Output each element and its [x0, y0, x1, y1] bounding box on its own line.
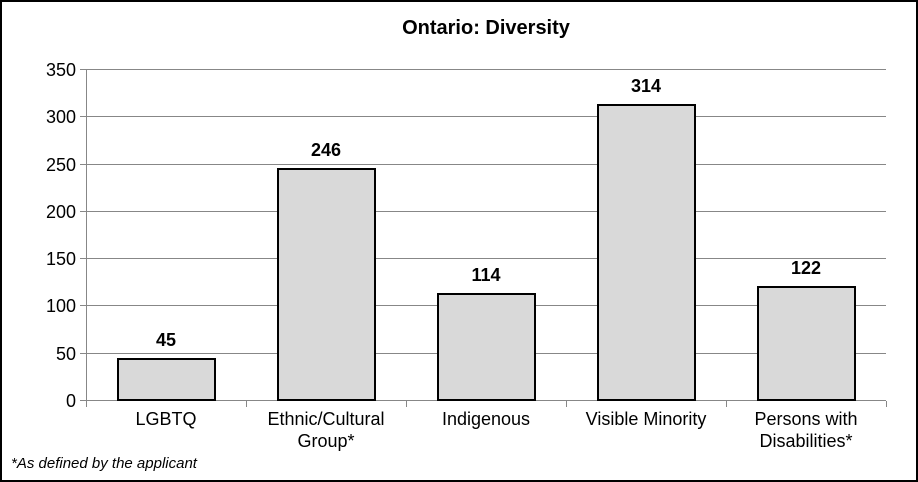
y-axis-tick: [80, 116, 86, 118]
x-axis-tick: [886, 401, 887, 407]
bar-value-label: 114: [471, 265, 501, 286]
x-axis-tick: [86, 401, 87, 407]
bar-value-label: 246: [310, 140, 342, 161]
bar: [116, 358, 216, 401]
bar: [276, 168, 376, 401]
bar-value-label: 314: [630, 76, 662, 97]
y-tick-label: 200: [45, 201, 76, 222]
gridline: [86, 163, 886, 165]
x-axis-tick: [246, 401, 247, 407]
y-tick-label: 0: [65, 391, 76, 411]
gridline: [86, 210, 886, 212]
bar-value-label: 45: [155, 330, 177, 351]
bar: [436, 293, 536, 401]
bar: [756, 285, 856, 401]
gridline: [86, 69, 886, 70]
x-category-label: Visible Minority: [585, 409, 707, 429]
y-axis-tick: [80, 69, 86, 70]
y-axis-tick: [80, 400, 86, 401]
x-category-label: Persons with Disabilities*: [754, 409, 858, 451]
y-tick-label: 300: [45, 107, 76, 128]
x-category-label: Indigenous: [441, 409, 531, 429]
y-tick-label: 100: [45, 296, 76, 317]
y-tick-label: 350: [45, 60, 76, 80]
y-axis-tick: [80, 163, 86, 165]
x-axis-tick: [406, 401, 407, 407]
y-axis-tick: [80, 352, 86, 354]
x-axis-tick: [566, 401, 567, 407]
y-axis-tick: [80, 258, 86, 260]
y-tick-label: 250: [45, 154, 76, 175]
y-axis-tick: [80, 210, 86, 212]
gridline: [86, 258, 886, 260]
y-axis-tick: [80, 305, 86, 307]
y-tick-label: 150: [45, 249, 76, 270]
chart-footnote: *As defined by the applicant: [11, 455, 197, 472]
gridline: [86, 116, 886, 118]
x-axis-tick: [726, 401, 727, 407]
chart-title: Ontario: Diversity: [402, 17, 570, 39]
y-tick-label: 50: [55, 343, 76, 364]
x-category-label: LGBTQ: [135, 409, 197, 429]
y-axis-line: [86, 70, 87, 402]
x-category-label: Ethnic/Cultural Group*: [267, 409, 385, 451]
bar-value-label: 122: [790, 257, 822, 278]
bar: [596, 104, 696, 401]
